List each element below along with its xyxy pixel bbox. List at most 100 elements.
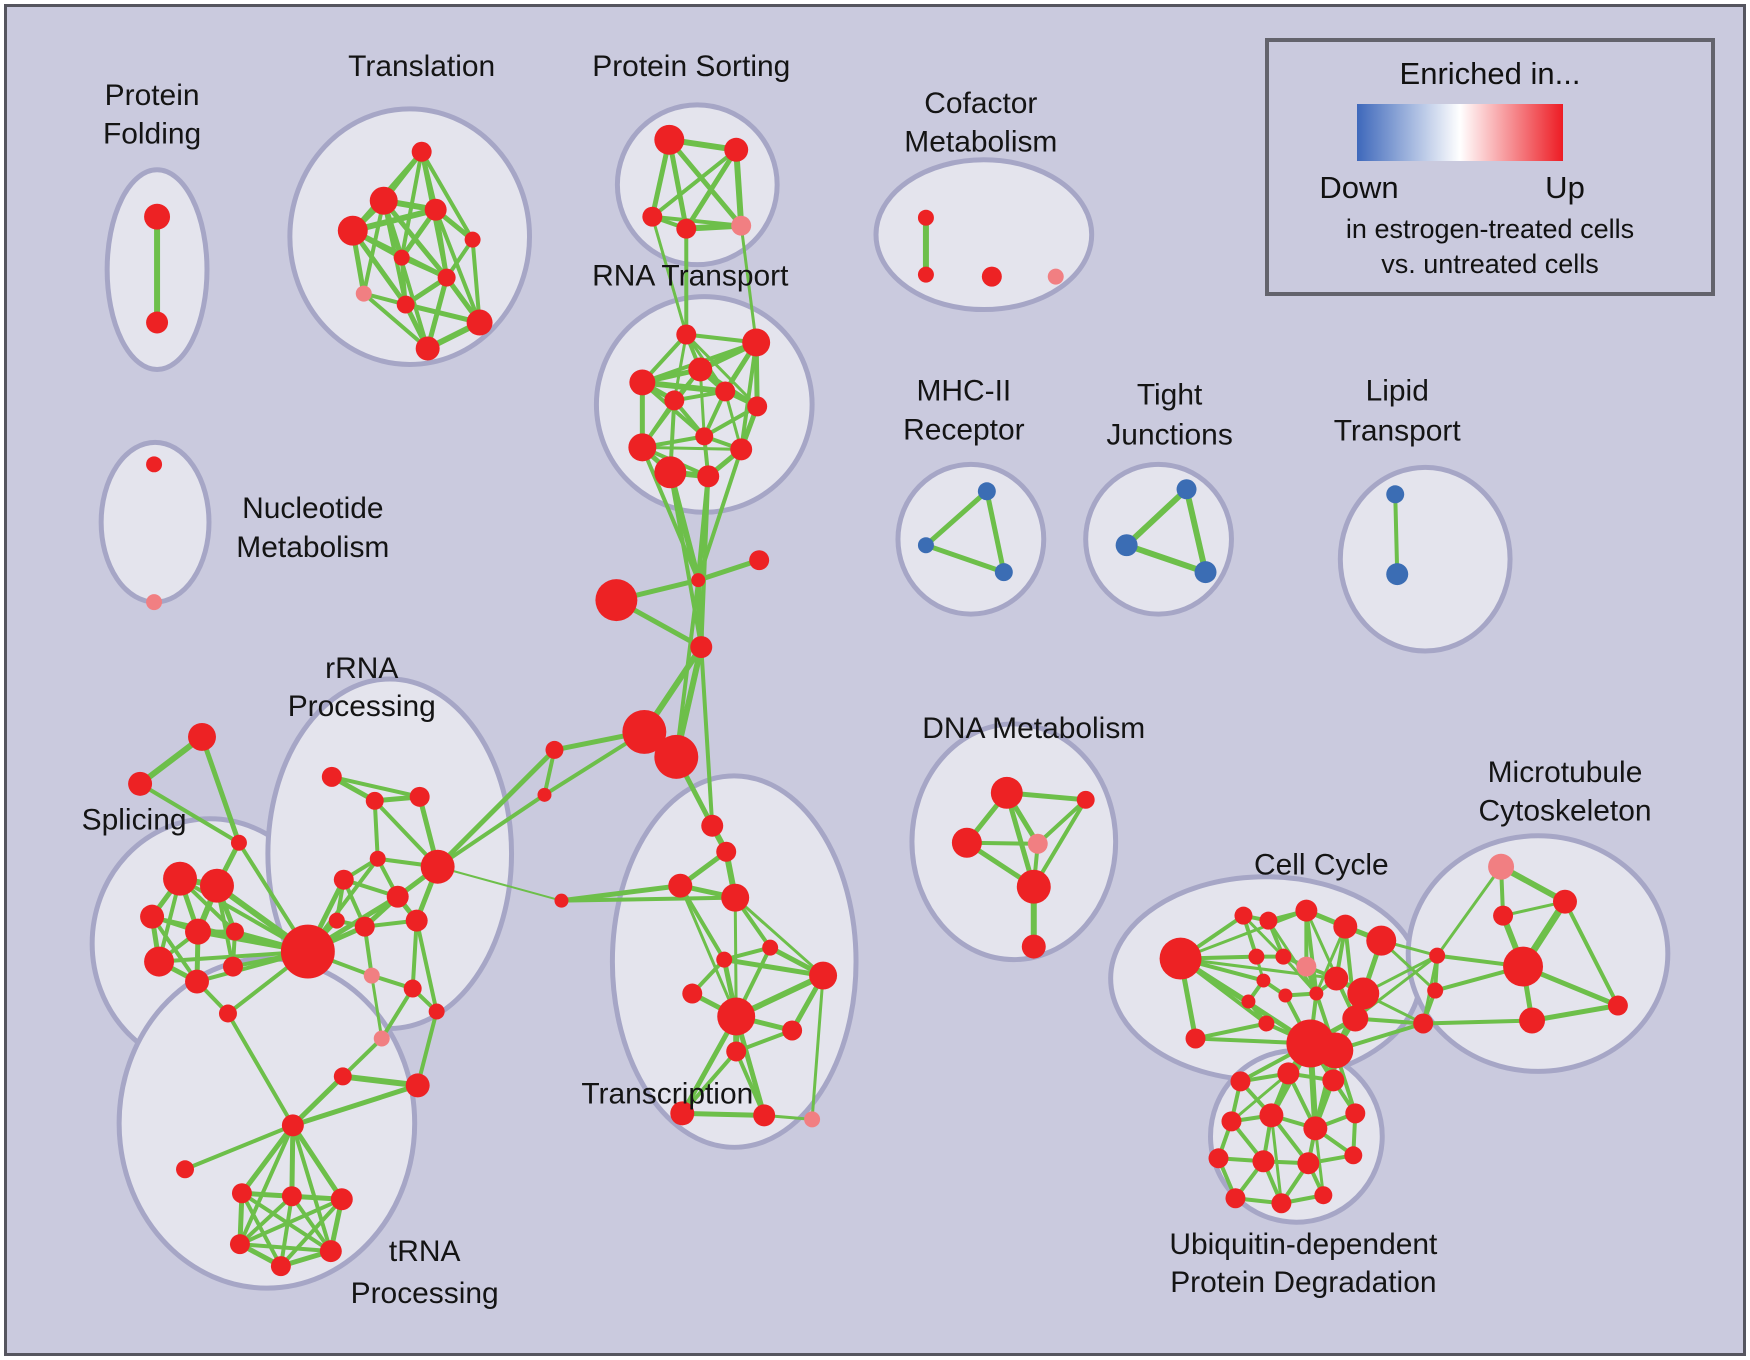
node-t2 (369, 186, 398, 215)
node-r10 (328, 912, 345, 929)
node-c10 (1296, 956, 1317, 977)
cluster-label-tight-junctions-line1: Tight (1137, 378, 1203, 411)
node-trl (176, 1160, 195, 1179)
node-c4 (1259, 911, 1278, 930)
edge-u5-u13 (1269, 1113, 1283, 1205)
node-ps1 (654, 124, 685, 155)
node-r12 (363, 967, 380, 984)
edge-tx3-tx5 (678, 883, 727, 962)
edge-d3-d4 (1035, 797, 1088, 846)
node-t7 (437, 268, 456, 287)
edge-c6-c16 (1314, 925, 1347, 996)
edge-c2-c17 (1193, 1021, 1269, 1041)
edge-ps2-ps3 (650, 147, 739, 219)
edge-c9-c16 (1281, 955, 1318, 996)
node-r14 (373, 1030, 390, 1047)
node-ps2 (724, 137, 749, 162)
node-tr4 (229, 1234, 250, 1255)
edge-cc1-cc6 (674, 578, 701, 759)
edge-tr0-r17 (290, 1073, 346, 1128)
edge-tr2-tr5 (289, 1194, 333, 1254)
edge-t5-t10 (470, 237, 482, 325)
node-u8 (1208, 1148, 1229, 1169)
node-u14 (1314, 1186, 1333, 1205)
node-u10 (1297, 1152, 1320, 1175)
node-d1 (990, 776, 1023, 809)
edge-r13-r14 (379, 986, 415, 1041)
edge-tr0-tr5 (290, 1123, 333, 1254)
node-c17 (1258, 1015, 1275, 1032)
edge-tr4-tr5 (237, 1242, 333, 1254)
edge-t8-t11 (361, 291, 430, 351)
node-r2 (365, 791, 384, 810)
edge-r9-r13 (410, 918, 419, 991)
node-cf2 (917, 266, 934, 283)
node-c5 (1295, 899, 1318, 922)
node-u12 (1225, 1188, 1246, 1209)
cluster-label-protein-sorting: Protein Sorting (592, 50, 790, 83)
cluster-ellipse-translation (287, 106, 533, 367)
edge-rt4-rt5 (639, 379, 729, 395)
edge-ps1-ps5 (666, 137, 744, 229)
edge-lp1-lp2 (1393, 492, 1400, 577)
edge-tx3-tx9 (678, 884, 738, 1019)
node-tx2 (716, 841, 737, 862)
node-cc3 (595, 579, 638, 622)
legend-up-label: Up (1545, 170, 1585, 205)
cluster-label-mhc-ii-receptor-line2: Receptor (903, 413, 1025, 446)
node-tr1 (231, 1183, 252, 1204)
node-ps5 (731, 215, 752, 236)
edge-tx0-tx4 (559, 895, 738, 903)
cluster-label-protein-folding-line1: Protein (105, 79, 200, 112)
node-c20 (1342, 1005, 1369, 1032)
node-cc6 (654, 734, 699, 779)
edge-t3-t10 (433, 207, 482, 325)
node-tx5 (716, 951, 733, 968)
edge-c3-c9 (1241, 914, 1285, 959)
node-c8 (1248, 948, 1265, 965)
node-pf1 (144, 203, 171, 230)
legend-down-label: Down (1319, 170, 1399, 205)
node-st2 (128, 771, 153, 796)
node-pf2 (146, 311, 169, 334)
node-d3 (1027, 833, 1048, 854)
edge-tr0-tr2 (289, 1122, 296, 1199)
edge-sp9-tr0 (225, 1011, 295, 1128)
edge-rt1-rt7 (684, 333, 759, 408)
edge-rt9-rt10 (640, 445, 743, 451)
node-r9 (405, 909, 428, 932)
edge-tr0-r16 (290, 1082, 421, 1128)
edge-st1-st3 (199, 734, 242, 846)
node-d5 (1016, 869, 1051, 904)
node-st1 (188, 722, 216, 751)
edge-tr0-trl (183, 1123, 295, 1172)
node-tx9 (717, 997, 756, 1036)
edge-tj1-tj3 (1183, 486, 1209, 576)
node-tj1 (1176, 479, 1197, 500)
edge-r7-cc8 (435, 792, 547, 869)
node-t10 (466, 309, 493, 336)
edge-c5-c16 (1304, 908, 1319, 996)
node-rt7 (747, 396, 768, 417)
node-rt12 (697, 465, 720, 488)
edge-t4-t9 (350, 228, 409, 308)
edge-tx11-tx13 (734, 1049, 767, 1118)
node-u11 (1344, 1146, 1363, 1165)
network-canvas: Protein Folding Translation Protein Sorting… (82, 50, 1671, 1310)
node-tx11 (726, 1041, 747, 1062)
cluster-label-ubiquitin-degradation-line2: Protein Degradation (1170, 1266, 1436, 1299)
node-t11 (415, 336, 440, 361)
legend-gradient-bar (1357, 104, 1563, 161)
node-tr6 (270, 1256, 291, 1277)
node-u4 (1221, 1111, 1242, 1132)
node-c19 (1317, 1032, 1354, 1069)
node-sp2 (200, 868, 234, 903)
cluster-label-dna-metabolism: DNA Metabolism (922, 712, 1145, 745)
edge-st2-st3 (138, 781, 241, 845)
edge-ps3-rt1 (650, 215, 688, 337)
edge-r16-r17 (339, 1073, 421, 1089)
node-c7 (1366, 925, 1397, 956)
edge-m1-m3 (984, 488, 1007, 575)
node-u6 (1303, 1116, 1328, 1141)
node-d4 (1076, 790, 1095, 809)
